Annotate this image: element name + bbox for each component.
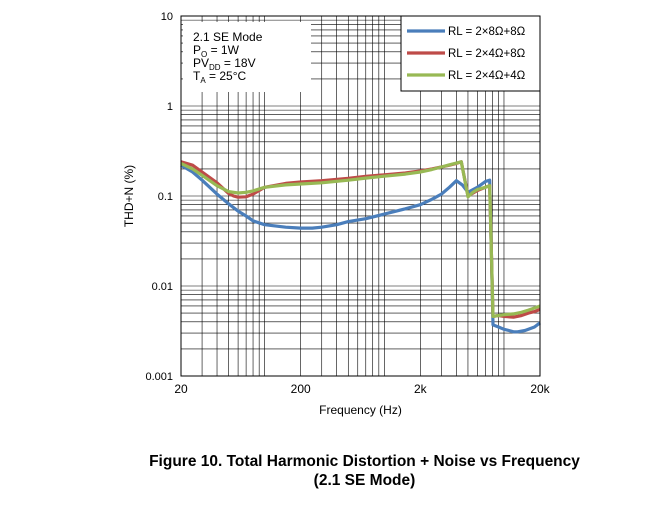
figure-caption-title: Figure 10. Total Harmonic Distortion + N… — [149, 453, 580, 470]
tick-labels: 20 200 2k 20k 0.001 0.01 0.1 1 10 — [145, 11, 550, 396]
legend-label: RL = 2×8Ω+8Ω — [448, 26, 526, 38]
legend-label: RL = 2×4Ω+8Ω — [448, 48, 526, 60]
figure-caption-subtitle: (2.1 SE Mode) — [313, 472, 416, 489]
y-axis-label: THD+N (%) — [122, 165, 136, 227]
x-tick-label: 20 — [174, 382, 188, 396]
y-tick-label: 0.01 — [152, 281, 173, 293]
annotation-box — [183, 22, 311, 92]
y-tick-label: 0.1 — [158, 191, 173, 203]
y-tick-label: 0.001 — [145, 371, 173, 383]
annotation-line: PO = 1W — [193, 43, 240, 59]
series-layer — [180, 160, 541, 334]
thdn-chart: 20 200 2k 20k 0.001 0.01 0.1 1 10 Frequency (Hz)… — [122, 11, 551, 417]
y-tick-label: 10 — [161, 11, 173, 23]
series-line-3 — [180, 160, 541, 318]
x-tick-label: 2k — [414, 382, 428, 396]
y-tick-label: 1 — [167, 101, 173, 113]
series-line-2 — [180, 160, 541, 319]
x-axis-label: Frequency (Hz) — [319, 403, 402, 417]
x-tick-label: 20k — [530, 382, 550, 396]
x-tick-label: 200 — [291, 382, 311, 396]
plot-frame — [180, 15, 541, 377]
series-line-1 — [180, 163, 541, 334]
annotation-line: PVDD = 18V — [193, 56, 256, 72]
annotation-line: 2.1 SE Mode — [193, 30, 263, 44]
legend: RL = 2×8Ω+8Ω RL = 2×4Ω+8Ω RL = 2×4Ω+4Ω — [400, 15, 541, 92]
legend-label: RL = 2×4Ω+4Ω — [448, 70, 526, 82]
annotation-line: TA = 25°C — [193, 69, 247, 85]
